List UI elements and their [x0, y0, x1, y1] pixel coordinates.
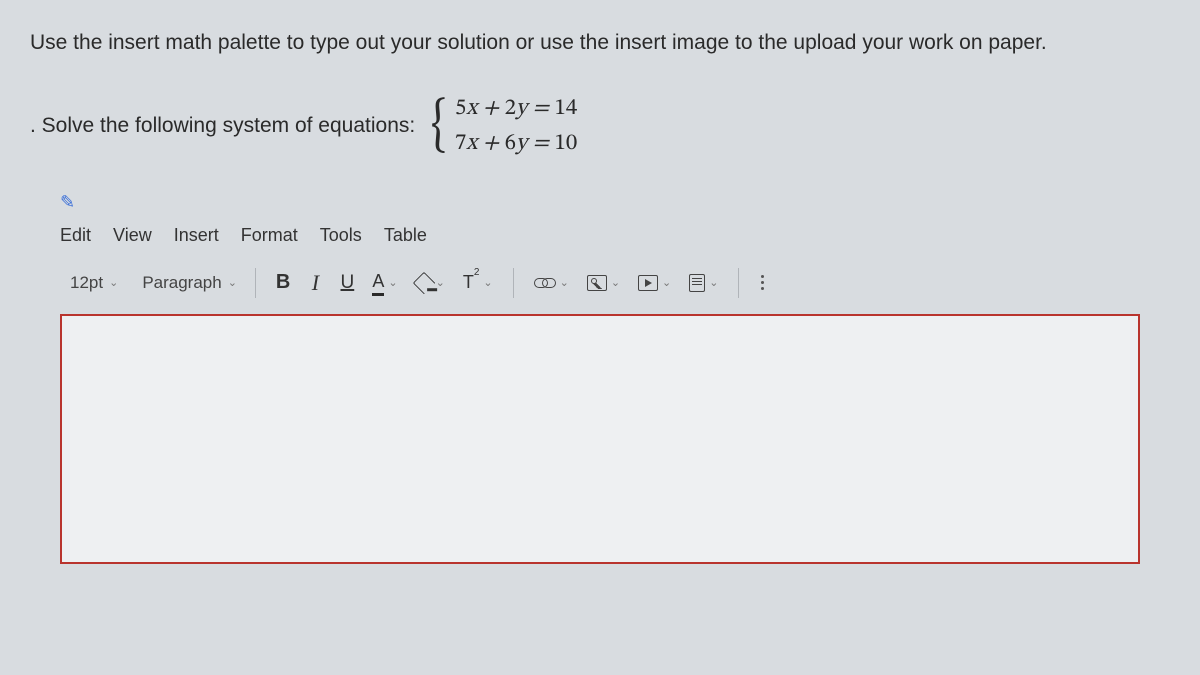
italic-button[interactable]: I — [300, 266, 330, 300]
equation-2: 7x + 6y = 10 — [455, 129, 577, 158]
left-brace-icon: { — [431, 102, 447, 150]
highlight-color-dropdown[interactable]: ⌄ — [408, 271, 453, 295]
toolbar-divider — [513, 268, 514, 298]
document-icon — [689, 274, 705, 292]
chevron-down-icon: ⌄ — [436, 276, 445, 289]
link-icon — [534, 276, 556, 290]
menu-insert[interactable]: Insert — [174, 225, 219, 246]
media-icon — [638, 275, 658, 291]
editor-toolbar: 12pt ⌄ Paragraph ⌄ B I U A ⌄ ⌄ T2 ⌄ ⌄ ⌄ … — [30, 258, 1170, 314]
superscript-icon: T2 — [463, 272, 480, 293]
editor-menubar: Edit View Insert Format Tools Table — [30, 219, 1170, 258]
superscript-dropdown[interactable]: T2 ⌄ — [455, 268, 501, 297]
more-options-button[interactable] — [759, 273, 766, 292]
equation-1: 5x + 2y = 14 — [455, 94, 577, 123]
image-icon — [587, 275, 607, 291]
underline-button[interactable]: U — [332, 268, 362, 298]
insert-image-dropdown[interactable]: ⌄ — [579, 271, 628, 295]
chevron-down-icon: ⌄ — [109, 276, 118, 289]
font-size-value: 12pt — [70, 273, 103, 293]
toolbar-divider — [255, 268, 256, 298]
menu-table[interactable]: Table — [384, 225, 427, 246]
problem-label: . Solve the following system of equation… — [30, 114, 415, 138]
highlighter-icon — [412, 271, 435, 294]
toolbar-divider — [738, 268, 739, 298]
block-style-dropdown[interactable]: Paragraph ⌄ — [136, 269, 243, 297]
menu-view[interactable]: View — [113, 225, 152, 246]
menu-tools[interactable]: Tools — [320, 225, 362, 246]
insert-document-dropdown[interactable]: ⌄ — [681, 270, 726, 296]
chevron-down-icon: ⌄ — [483, 276, 492, 289]
instruction-text: Use the insert math palette to type out … — [30, 20, 1170, 66]
menu-edit[interactable]: Edit — [60, 225, 91, 246]
problem-statement: . Solve the following system of equation… — [30, 94, 1170, 158]
menu-format[interactable]: Format — [241, 225, 298, 246]
text-color-icon: A — [372, 271, 384, 295]
insert-media-dropdown[interactable]: ⌄ — [630, 271, 679, 295]
chevron-down-icon: ⌄ — [662, 276, 671, 289]
edit-indicator-icon[interactable]: ✎ — [30, 192, 75, 213]
insert-link-dropdown[interactable]: ⌄ — [526, 272, 577, 294]
chevron-down-icon: ⌄ — [388, 276, 397, 289]
system-of-equations: { 5x + 2y = 14 7x + 6y = 10 — [429, 94, 577, 158]
rich-text-editor[interactable] — [60, 314, 1140, 564]
chevron-down-icon: ⌄ — [709, 276, 718, 289]
text-color-dropdown[interactable]: A ⌄ — [364, 267, 405, 299]
chevron-down-icon: ⌄ — [228, 276, 237, 289]
block-style-value: Paragraph — [142, 273, 221, 293]
font-size-dropdown[interactable]: 12pt ⌄ — [64, 269, 124, 297]
bold-button[interactable]: B — [268, 267, 298, 298]
chevron-down-icon: ⌄ — [560, 276, 569, 289]
chevron-down-icon: ⌄ — [611, 276, 620, 289]
